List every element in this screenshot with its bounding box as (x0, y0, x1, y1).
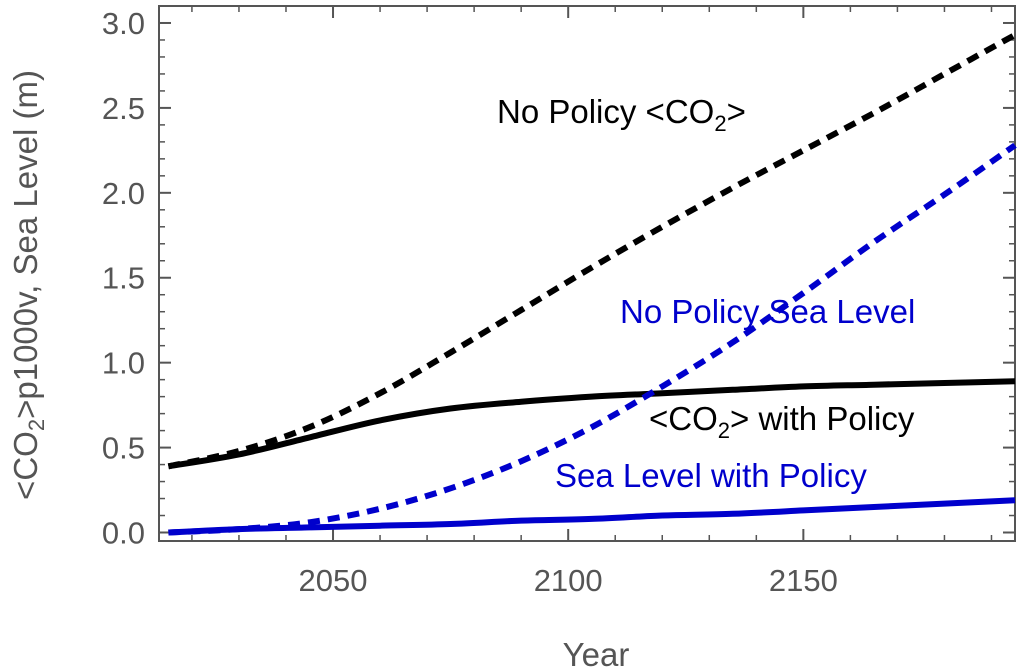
annotation-part: No Policy Sea Level (620, 293, 915, 330)
y-axis-title-part-2: >p1000v, Sea Level (m) (7, 70, 44, 419)
annotation-part: 2 (714, 111, 726, 136)
series-no-policy-co2 (167, 32, 1017, 470)
y-tick-label: 0.0 (102, 516, 145, 551)
x-tick-label: 2100 (534, 563, 603, 598)
annotation-co2-with-policy: <CO2> with Policy (649, 400, 915, 443)
annotation-part: > (727, 93, 746, 130)
y-tick-label: 1.0 (102, 346, 145, 381)
annotation-no-policy-sea: No Policy Sea Level (620, 293, 915, 330)
series-layer (167, 32, 1017, 536)
annotations: No Policy <CO2>No Policy Sea Level<CO2> … (497, 93, 915, 494)
x-axis-title: Year (563, 636, 630, 672)
x-tick-label: 2050 (299, 563, 368, 598)
y-axis-title-subscript: 2 (24, 419, 49, 431)
annotation-part: > with Policy (730, 400, 915, 437)
plot-frame (158, 5, 1016, 542)
y-axis-title: <CO2>p1000v, Sea Level (m) (7, 70, 49, 500)
annotation-part: 2 (718, 418, 730, 443)
ticks: 0.0 0.5 1.0 1.5 2.0 2.5 3.0 2050 2100 2150 (102, 6, 1015, 598)
series-sea-level-with-policy (168, 497, 1016, 536)
annotation-part: Sea Level with Policy (555, 457, 867, 494)
series-co2-with-policy (167, 378, 1016, 470)
y-tick-label: 2.0 (102, 176, 145, 211)
annotation-no-policy-co2: No Policy <CO2> (497, 93, 746, 136)
y-tick-label: 0.5 (102, 431, 145, 466)
y-tick-label: 1.5 (102, 261, 145, 296)
y-axis-title-part-1: <CO (7, 431, 44, 500)
x-tick-label: 2150 (769, 563, 838, 598)
y-tick-label: 3.0 (102, 6, 145, 41)
y-tick-label: 2.5 (102, 91, 145, 126)
series-no-policy-sea-level (168, 142, 1017, 536)
annotation-part: No Policy <CO (497, 93, 714, 130)
annotation-sea-with-policy: Sea Level with Policy (555, 457, 867, 494)
annotation-part: <CO (649, 400, 718, 437)
